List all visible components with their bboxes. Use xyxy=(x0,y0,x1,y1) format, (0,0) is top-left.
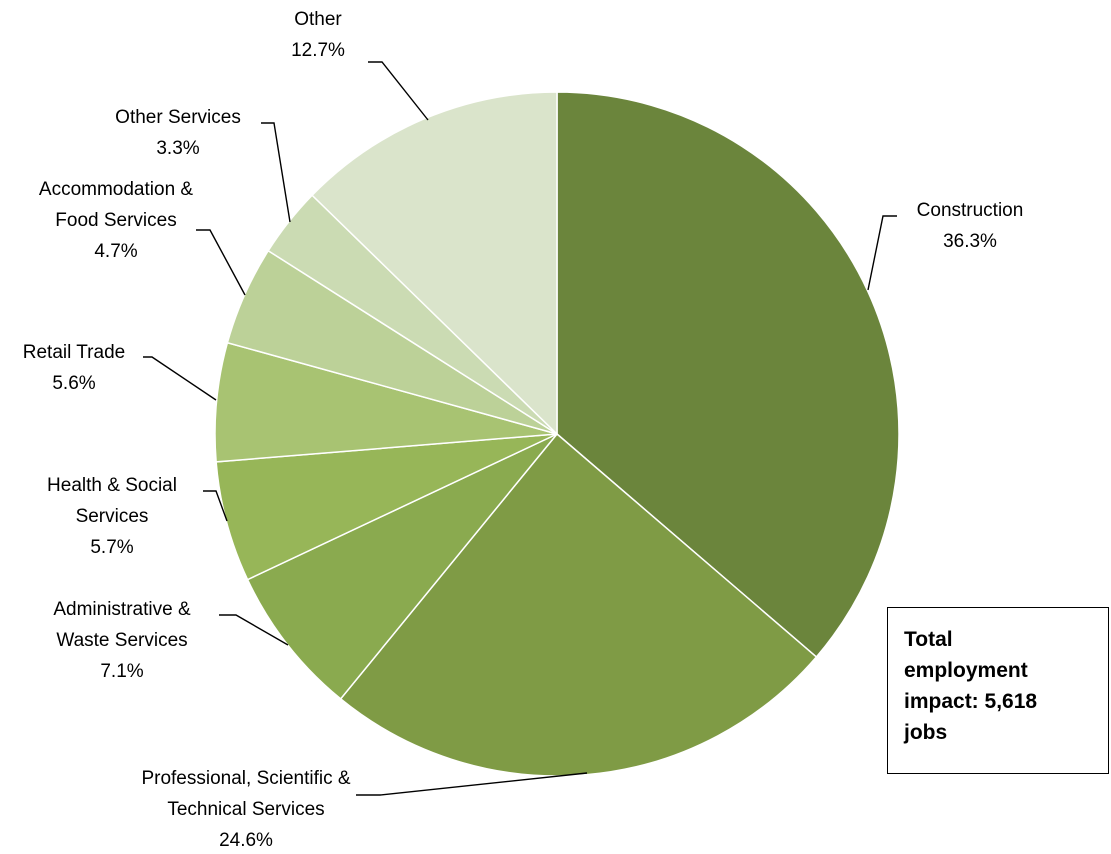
annotation-line: Total xyxy=(904,628,953,651)
pie-slice-professional-scientific-technical-services xyxy=(339,432,818,777)
leader-lines xyxy=(143,61,897,796)
slice-value-label: 36.3% xyxy=(943,231,997,252)
slice-value-label: 7.1% xyxy=(100,661,143,682)
slice-labels: Construction 36.3% Professional, Scientifi… xyxy=(23,9,1024,851)
slice-category-label: Accommodation & xyxy=(39,179,194,200)
slice-category-label: Retail Trade xyxy=(23,342,125,363)
leader-line xyxy=(219,614,289,646)
slice-value-label: 12.7% xyxy=(291,40,345,61)
slice-label: Retail Trade 5.6% xyxy=(23,342,125,394)
pie-slice-other xyxy=(311,91,558,436)
leader-line xyxy=(261,122,291,223)
slice-category-label: Construction xyxy=(917,200,1024,221)
slice-category-label: Services xyxy=(76,506,149,527)
slice-label: Other 12.7% xyxy=(291,9,345,61)
slice-category-label: Other Services xyxy=(115,107,241,128)
slice-label: Construction 36.3% xyxy=(917,200,1024,252)
slice-category-label: Professional, Scientific & xyxy=(141,768,350,789)
leader-line xyxy=(356,772,588,796)
leader-line xyxy=(867,215,897,291)
slice-category-label: Waste Services xyxy=(56,630,187,651)
slice-category-label: Administrative & xyxy=(53,599,191,620)
leader-line xyxy=(203,490,228,522)
slice-category-label: Food Services xyxy=(55,210,176,231)
annotation-line: employment xyxy=(904,659,1028,682)
slice-value-label: 3.3% xyxy=(156,138,199,159)
pie-slices xyxy=(214,91,900,777)
leader-line xyxy=(196,229,246,296)
slice-label: Professional, Scientific & Technical Serv… xyxy=(141,768,350,851)
slice-category-label: Other xyxy=(294,9,342,30)
annotation-line: impact: 5,618 xyxy=(904,690,1038,713)
slice-value-label: 5.7% xyxy=(90,537,133,558)
slice-category-label: Technical Services xyxy=(167,799,324,820)
slice-value-label: 24.6% xyxy=(219,830,273,851)
slice-category-label: Health & Social xyxy=(47,475,177,496)
slice-label: Accommodation & Food Services 4.7% xyxy=(39,179,194,262)
total-employment-annotation: Total employment impact: 5,618 jobs xyxy=(887,607,1109,774)
slice-value-label: 4.7% xyxy=(94,241,137,262)
slice-value-label: 5.6% xyxy=(52,373,95,394)
leader-line xyxy=(143,356,217,401)
annotation-line: jobs xyxy=(904,721,948,744)
slice-label: Other Services 3.3% xyxy=(115,107,241,159)
slice-label: Administrative & Waste Services 7.1% xyxy=(53,599,191,682)
leader-line xyxy=(368,61,429,121)
pie-slice-construction xyxy=(556,91,900,658)
slice-label: Health & Social Services 5.7% xyxy=(47,475,177,558)
